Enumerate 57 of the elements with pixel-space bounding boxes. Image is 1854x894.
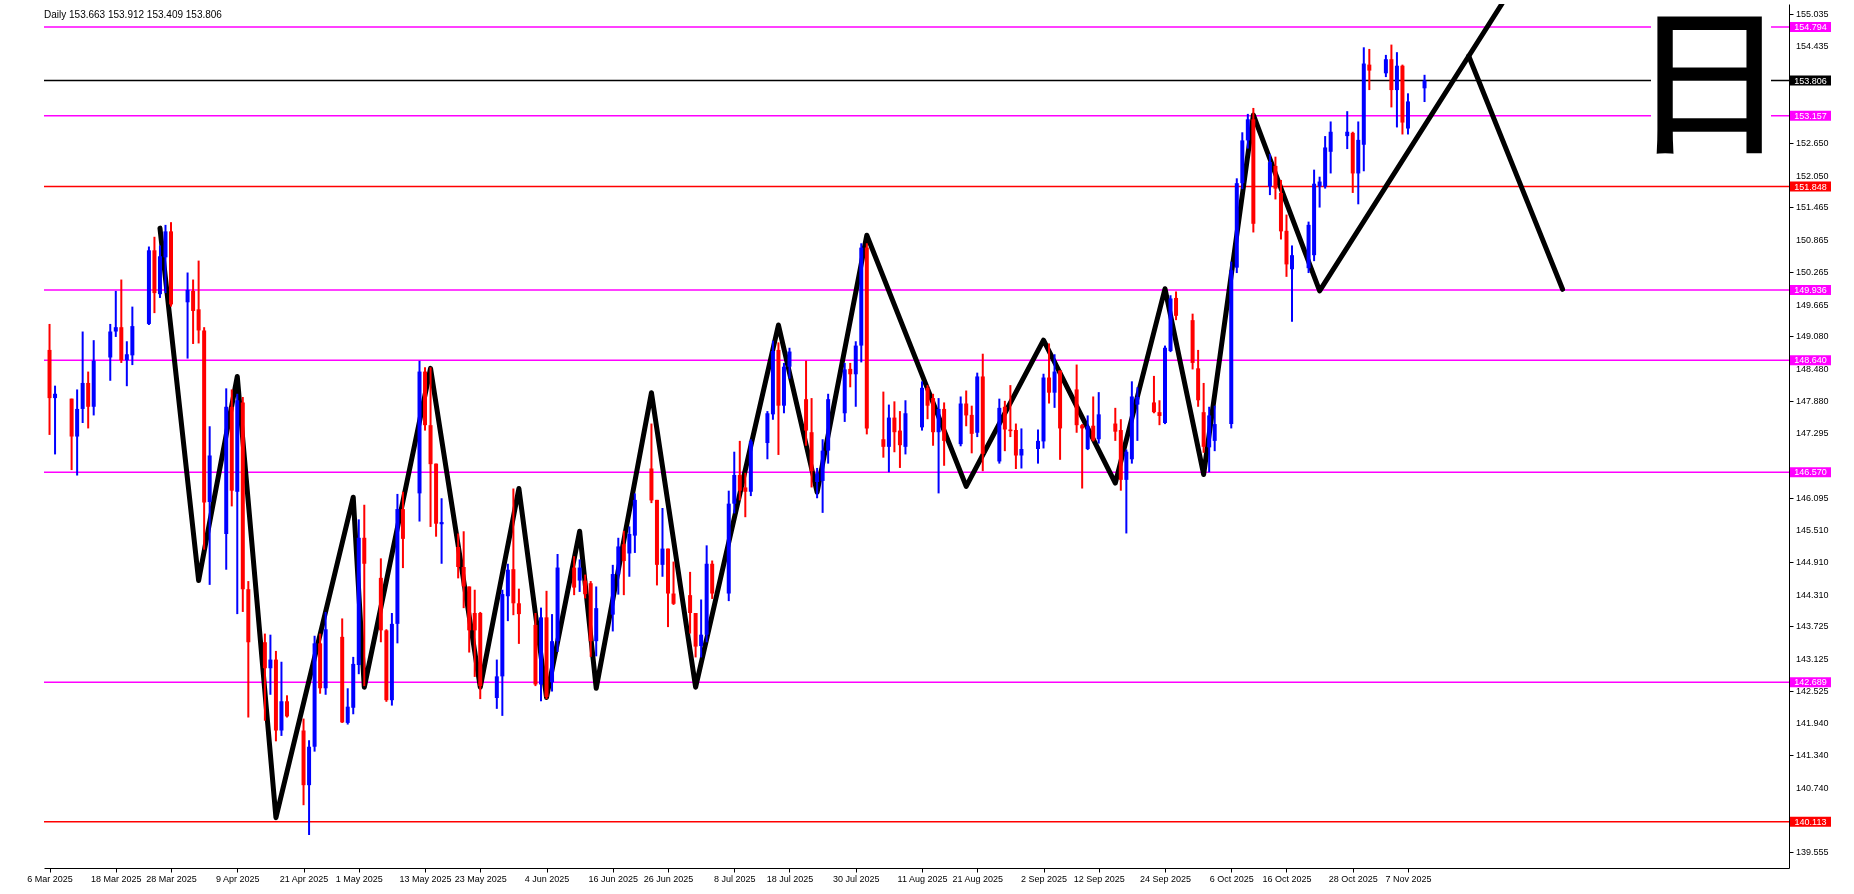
x-tick-label: 6 Oct 2025	[1209, 873, 1254, 884]
y-tick-label: 145.510	[1796, 524, 1829, 535]
y-tick-label: 144.910	[1796, 557, 1829, 568]
y-tick-label: 154.435	[1796, 41, 1829, 52]
x-tick-label: 13 May 2025	[399, 873, 452, 884]
y-tick-label: 144.310	[1796, 589, 1829, 600]
x-tick-label: 21 Apr 2025	[279, 873, 329, 884]
x-tick-label: 6 Mar 2025	[27, 873, 73, 884]
x-tick-label: 8 Jul 2025	[714, 873, 756, 884]
x-tick-label: 23 May 2025	[454, 873, 507, 884]
x-tick-label: 30 Jul 2025	[832, 873, 880, 884]
y-tick-label: 142.525	[1796, 686, 1829, 697]
ref-line-label: 153.806	[1794, 75, 1827, 86]
annotation: 日	[1636, 0, 1786, 168]
x-tick-label: 18 Mar 2025	[91, 873, 142, 884]
ref-line-label: 149.936	[1794, 285, 1827, 296]
x-tick-label: 1 May 2025	[335, 873, 383, 884]
y-tick-label: 152.650	[1796, 138, 1829, 149]
x-tick-label: 28 Mar 2025	[146, 873, 197, 884]
ref-line-label: 142.689	[1794, 677, 1827, 688]
x-tick-label: 7 Nov 2025	[1385, 873, 1432, 884]
y-tick-label: 149.080	[1796, 331, 1829, 342]
y-tick-label: 148.480	[1796, 363, 1829, 374]
x-tick-label: 16 Oct 2025	[1262, 873, 1312, 884]
y-tick-label: 141.340	[1796, 750, 1829, 761]
ref-line-label: 154.794	[1794, 22, 1827, 33]
ref-line-label: 153.157	[1794, 110, 1827, 121]
y-tick-label: 150.265	[1796, 267, 1829, 278]
x-tick-label: 18 Jul 2025	[766, 873, 814, 884]
y-tick-label: 155.035	[1796, 9, 1829, 20]
y-tick-label: 147.295	[1796, 428, 1829, 439]
x-tick-label: 28 Oct 2025	[1328, 873, 1378, 884]
y-tick-label: 151.465	[1796, 202, 1829, 213]
x-tick-label: 24 Sep 2025	[1139, 873, 1192, 884]
x-tick-label: 21 Aug 2025	[952, 873, 1004, 884]
y-tick-label: 146.095	[1796, 492, 1829, 503]
y-tick-label: 143.725	[1796, 621, 1829, 632]
y-tick-label: 139.555	[1796, 847, 1829, 858]
ref-line-label: 148.640	[1794, 355, 1827, 366]
x-tick-label: 11 Aug 2025	[897, 873, 948, 884]
x-tick-label: 4 Jun 2025	[524, 873, 570, 884]
x-tick-label: 12 Sep 2025	[1073, 873, 1125, 884]
y-tick-label: 152.050	[1796, 170, 1829, 181]
ref-line-label: 146.570	[1794, 467, 1827, 478]
y-tick-label: 140.740	[1796, 782, 1829, 793]
x-tick-label: 16 Jun 2025	[588, 873, 639, 884]
ref-line-label: 140.113	[1794, 816, 1827, 827]
x-tick-label: 2 Sep 2025	[1020, 873, 1068, 884]
y-tick-label: 143.125	[1796, 653, 1829, 664]
x-tick-label: 9 Apr 2025	[216, 873, 260, 884]
y-tick-label: 147.880	[1796, 396, 1829, 407]
y-tick-label: 149.665	[1796, 299, 1829, 310]
chart-title: Daily 153.663 153.912 153.409 153.806	[44, 9, 223, 20]
y-tick-label: 150.865	[1796, 234, 1829, 245]
y-tick-label: 141.940	[1796, 717, 1829, 728]
x-tick-label: 26 Jun 2025	[643, 873, 694, 884]
ref-line-label: 151.848	[1794, 181, 1827, 192]
